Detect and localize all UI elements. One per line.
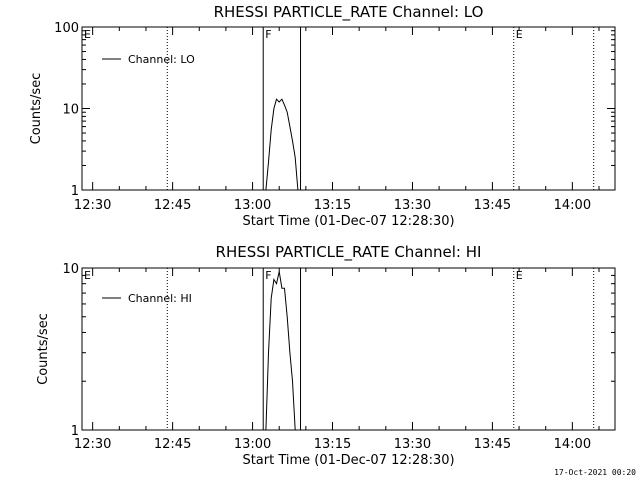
panel-1-event-marker-label: F [265,28,271,41]
panel-1-x-tick-label: 13:15 [314,198,351,213]
panel-1-x-tick-label: 14:00 [554,198,591,213]
panel-1-x-tick-label: 12:45 [154,198,191,213]
panel-2-event-marker-label: E [84,269,91,282]
panel-1-series-line [265,98,299,191]
panel-1-y-axis-label: Counts/sec [29,73,44,145]
panel-2-x-tick-label: 13:15 [314,437,351,452]
panel-2-y-axis-label: Counts/sec [36,313,51,385]
panel-2-y-tick-label: 1 [71,424,79,439]
panel-2-x-tick-label: 13:00 [234,437,271,452]
panel-1-y-tick-label: 100 [54,21,79,36]
panel-1-plot-frame [81,26,616,191]
panel-2-x-axis-label: Start Time (01-Dec-07 12:28:30) [242,453,454,468]
panel-1-x-tick-label: 13:45 [474,198,511,213]
panel-1-y-tick-label: 1 [71,184,79,199]
panel-1-x-tick-label: 13:00 [234,198,271,213]
panel-1-x-tick-label: 12:30 [74,198,111,213]
panel-1-event-marker-label: E [516,28,523,41]
panel-2-event-marker-label: E [516,269,523,282]
panel-1-title: RHESSI PARTICLE_RATE Channel: LO [214,3,484,22]
panel-2-event-marker-label: F [265,269,271,282]
panel-2-title: RHESSI PARTICLE_RATE Channel: HI [216,243,482,262]
panel-2-legend-label: Channel: HI [128,292,192,305]
panel-2-series-line [265,271,296,431]
panel-2-x-tick-label: 13:45 [474,437,511,452]
panel-1-x-tick-label: 13:30 [394,198,431,213]
panel-2-x-tick-label: 12:45 [154,437,191,452]
panel-1-event-marker-label: E [84,28,91,41]
panel-2-plot-frame [81,267,616,431]
panel-2-x-tick-label: 12:30 [74,437,111,452]
footer-timestamp: 17-Oct-2021 00:20 [554,468,636,477]
panel-1-x-axis-label: Start Time (01-Dec-07 12:28:30) [242,214,454,229]
panel-2-y-tick-label: 10 [62,262,79,277]
panel-2-x-tick-label: 14:00 [554,437,591,452]
panel-1-y-tick-label: 10 [62,103,79,118]
panel-2-x-tick-label: 13:30 [394,437,431,452]
panel-1-legend-label: Channel: LO [128,53,195,66]
